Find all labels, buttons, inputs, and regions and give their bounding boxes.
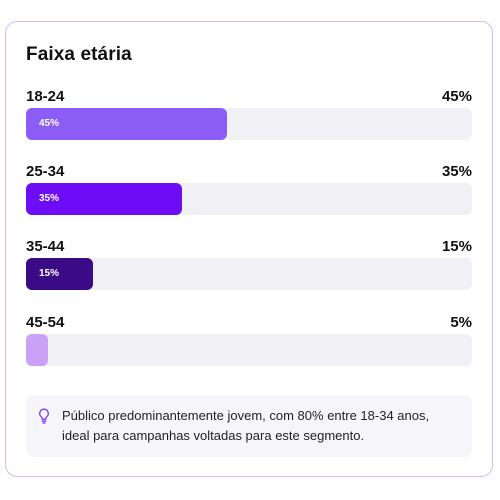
- age-bar-label: 35%: [39, 193, 60, 204]
- age-bar-track: [26, 334, 472, 366]
- age-row-label: 35-44: [26, 238, 65, 255]
- age-row-percent: 45%: [441, 88, 472, 105]
- age-bar-label: 15%: [39, 268, 60, 279]
- age-row-label: 25-34: [26, 163, 65, 180]
- age-row-label: 18-24: [26, 88, 65, 105]
- age-bar-track: 45%: [26, 108, 472, 140]
- age-range-card: Faixa etária 18-24 45% 45% 25-34 35% 35%…: [5, 21, 493, 477]
- age-row-percent: 15%: [441, 238, 472, 255]
- lightbulb-icon: [39, 408, 49, 424]
- age-bar-fill: [26, 334, 49, 366]
- age-bar-fill: 35%: [26, 183, 183, 215]
- card-title: Faixa etária: [26, 44, 132, 65]
- age-bar-label: 45%: [39, 118, 60, 129]
- age-bar-track: 35%: [26, 183, 472, 215]
- age-row-percent: 5%: [450, 314, 472, 331]
- age-bar-track: 15%: [26, 258, 472, 290]
- age-row-18-24: 18-24 45% 45%: [26, 88, 472, 150]
- age-row-35-44: 35-44 15% 15%: [26, 238, 472, 300]
- age-row-45-54: 45-54 5%: [26, 314, 472, 376]
- age-row-label: 45-54: [26, 314, 65, 331]
- age-bar-fill: 15%: [26, 258, 93, 290]
- age-row-25-34: 25-34 35% 35%: [26, 163, 472, 225]
- insight-note: Público predominantemente jovem, com 80%…: [26, 395, 472, 457]
- age-row-percent: 35%: [441, 163, 472, 180]
- insight-text: Público predominantemente jovem, com 80%…: [62, 408, 430, 443]
- age-bar-fill: 45%: [26, 108, 227, 140]
